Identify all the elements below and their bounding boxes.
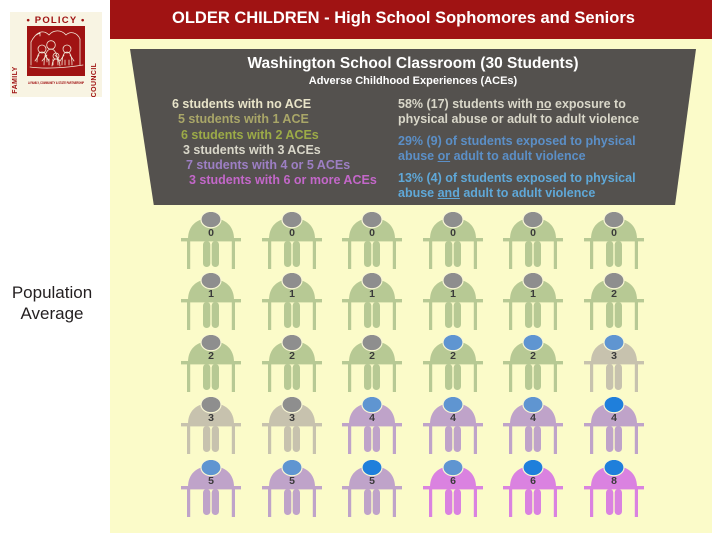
svg-text:4: 4 [530, 412, 536, 424]
svg-text:FAMILY: FAMILY [12, 66, 19, 93]
svg-text:• POLICY •: • POLICY • [26, 15, 85, 26]
svg-text:2: 2 [289, 350, 295, 362]
svg-text:4: 4 [611, 412, 617, 424]
svg-text:0: 0 [369, 227, 375, 239]
svg-text:0: 0 [530, 227, 536, 239]
svg-text:3: 3 [208, 412, 214, 424]
svg-text:1: 1 [530, 288, 536, 300]
svg-text:1: 1 [208, 288, 214, 300]
svg-text:4: 4 [450, 412, 456, 424]
svg-text:5: 5 [289, 475, 295, 487]
svg-text:1: 1 [289, 288, 295, 300]
svg-text:0: 0 [289, 227, 295, 239]
svg-text:1: 1 [450, 288, 456, 300]
svg-text:A FAMILY, COMMUNITY & STATE PA: A FAMILY, COMMUNITY & STATE PARTNERSHIP [28, 81, 84, 85]
svg-text:6: 6 [530, 475, 536, 487]
svg-text:0: 0 [611, 227, 617, 239]
svg-text:0: 0 [208, 227, 214, 239]
svg-text:2: 2 [369, 350, 375, 362]
svg-text:2: 2 [530, 350, 536, 362]
svg-text:1: 1 [369, 288, 375, 300]
svg-text:4: 4 [369, 412, 375, 424]
svg-text:6: 6 [450, 475, 456, 487]
svg-text:5: 5 [208, 475, 214, 487]
svg-text:2: 2 [450, 350, 456, 362]
svg-text:5: 5 [369, 475, 375, 487]
svg-text:3: 3 [289, 412, 295, 424]
svg-text:0: 0 [450, 227, 456, 239]
svg-text:COUNCIL: COUNCIL [91, 62, 98, 97]
svg-text:8: 8 [611, 475, 617, 487]
svg-text:3: 3 [611, 350, 617, 362]
svg-text:2: 2 [208, 350, 214, 362]
svg-text:2: 2 [611, 288, 617, 300]
